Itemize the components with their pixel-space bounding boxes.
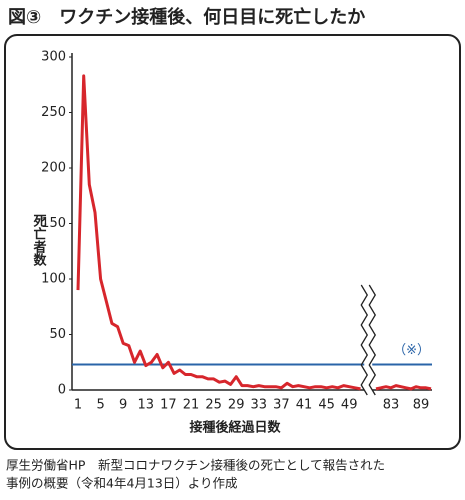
x-tick-label: 29 <box>228 398 245 413</box>
source: 厚生労働省HP 新型コロナワクチン接種後の死亡として報告された <box>6 458 385 473</box>
axis-break <box>368 284 377 396</box>
y-tick-label: 50 <box>49 327 66 342</box>
y-tick-label: 150 <box>41 216 66 231</box>
x-tick-label: 41 <box>296 398 313 413</box>
data-line <box>76 74 432 391</box>
x-axis-label: 接種後経過日数 <box>189 420 281 436</box>
x-tick-label: 21 <box>183 398 200 413</box>
y-tick-label: 100 <box>41 272 66 287</box>
axis-break <box>360 284 369 396</box>
reference-label: （※） <box>393 343 430 358</box>
x-tick-label: 9 <box>119 398 127 413</box>
x-tick-label: 37 <box>273 398 290 413</box>
y-tick-label: 250 <box>41 105 66 120</box>
axis-break <box>364 285 373 400</box>
chart-title: 図③ ワクチン接種後、何日目に死亡したか <box>8 6 365 28</box>
y-tick-label: 300 <box>41 50 66 65</box>
y-tick-label: 200 <box>41 161 66 176</box>
source: 事例の概要（令和4年4月13日）より作成 <box>6 476 238 491</box>
x-tick-label: 13 <box>138 398 155 413</box>
y-axis-label: 死亡者数 <box>31 214 48 267</box>
x-tick-label: 83 <box>383 398 400 413</box>
frame <box>4 34 461 450</box>
y-tick-label: 0 <box>58 383 66 398</box>
x-tick-label: 17 <box>160 398 177 413</box>
x-tick-label: 5 <box>96 398 104 413</box>
x-tick-label: 49 <box>341 398 358 413</box>
x-tick-label: 45 <box>318 398 335 413</box>
x-tick-label: 89 <box>413 398 430 413</box>
x-tick-label: 25 <box>205 398 222 413</box>
x-tick-label: 33 <box>251 398 268 413</box>
x-tick-label: 1 <box>74 398 82 413</box>
